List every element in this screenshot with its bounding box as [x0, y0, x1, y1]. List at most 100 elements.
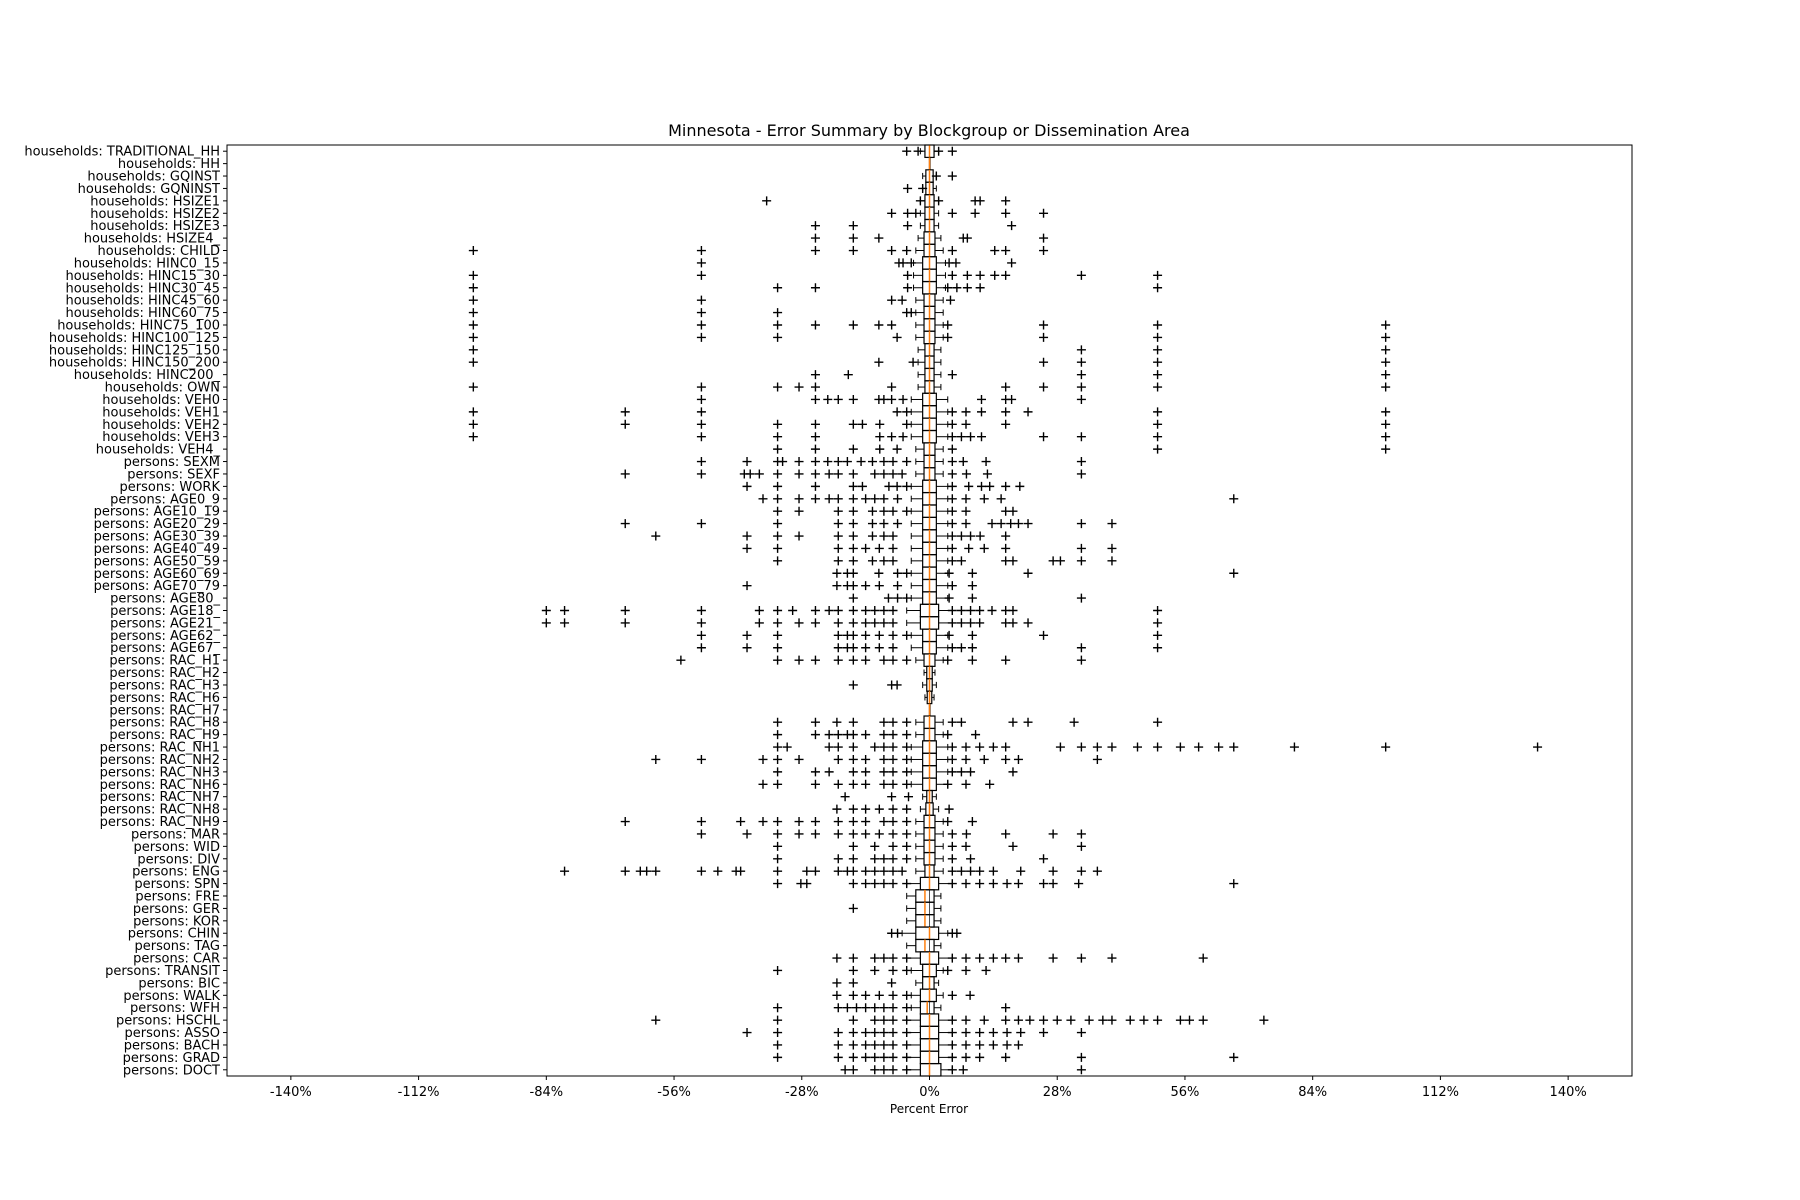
- flier-marker: [541, 606, 551, 615]
- flier-marker: [981, 965, 991, 975]
- flier-marker: [1001, 531, 1011, 541]
- box-row: persons: MAR: [131, 827, 1086, 842]
- flier-marker: [824, 767, 834, 777]
- flier-marker: [1001, 1003, 1011, 1013]
- flier-marker: [824, 730, 834, 740]
- flier-marker: [1533, 742, 1543, 752]
- flier-marker: [902, 655, 912, 665]
- box-row: households: OWN: [105, 380, 1391, 396]
- flier-marker: [848, 804, 858, 814]
- flier-marker: [773, 432, 783, 442]
- flier-marker: [947, 246, 957, 256]
- box-row: persons: RAC_NH6: [100, 777, 995, 793]
- flier-marker: [947, 754, 957, 764]
- flier-marker: [1008, 556, 1018, 566]
- y-tick-label: persons: AGE18_: [110, 604, 220, 619]
- x-tick-label: -84%: [530, 1085, 564, 1100]
- y-tick-label: persons: TAG: [134, 939, 220, 954]
- flier-marker: [848, 581, 858, 591]
- y-tick-label: households: HINC200_: [74, 368, 221, 383]
- flier-marker: [848, 1065, 858, 1075]
- flier-marker: [848, 593, 858, 603]
- box-row: persons: RAC_H9: [109, 727, 981, 743]
- flier-marker: [967, 568, 977, 578]
- flier-marker: [902, 717, 912, 727]
- flier-marker: [947, 556, 957, 566]
- flier-marker: [620, 606, 630, 615]
- flier-marker: [1153, 717, 1163, 727]
- flier-marker: [696, 618, 706, 628]
- flier-marker: [988, 1040, 998, 1050]
- flier-marker: [1153, 407, 1163, 417]
- flier-marker: [952, 283, 962, 293]
- flier-marker: [1076, 432, 1086, 442]
- flier-marker: [975, 618, 985, 628]
- flier-marker: [736, 866, 746, 876]
- y-tick-label: persons: ENG: [132, 865, 220, 880]
- flier-marker: [842, 457, 852, 467]
- flier-marker: [810, 606, 820, 615]
- flier-marker: [879, 754, 889, 764]
- flier-marker: [874, 568, 884, 578]
- y-tick-label: persons: RAC_H8: [109, 716, 220, 731]
- box-row: persons: RAC_H3: [109, 678, 937, 693]
- y-tick-label: persons: AGE40_49: [94, 542, 220, 557]
- flier-marker: [848, 829, 858, 839]
- flier-marker: [947, 879, 957, 889]
- flier-marker: [874, 357, 884, 367]
- flier-marker: [1008, 506, 1018, 516]
- flier-marker: [1001, 382, 1011, 392]
- flier-marker: [832, 568, 842, 578]
- flier-marker: [977, 432, 987, 442]
- flier-marker: [874, 543, 884, 553]
- flier-marker: [696, 407, 706, 417]
- flier-marker: [947, 457, 957, 467]
- flier-marker: [943, 655, 953, 665]
- flier-marker: [961, 965, 971, 975]
- flier-marker: [888, 630, 898, 640]
- box-row: persons: DIV: [137, 851, 1049, 867]
- flier-marker: [961, 742, 971, 752]
- flier-marker: [833, 754, 843, 764]
- flier-marker: [870, 469, 880, 479]
- flier-marker: [903, 183, 913, 193]
- box-row: persons: AGE10_19: [94, 504, 1018, 520]
- flier-marker: [961, 829, 971, 839]
- flier-marker: [947, 606, 957, 615]
- flier-marker: [1153, 270, 1163, 280]
- flier-marker: [833, 630, 843, 640]
- flier-marker: [956, 643, 966, 653]
- flier-marker: [947, 171, 957, 181]
- flier-marker: [888, 754, 898, 764]
- flier-marker: [1001, 1052, 1011, 1062]
- box-row: persons: BIC: [138, 976, 940, 991]
- flier-marker: [975, 1052, 985, 1062]
- flier-marker: [874, 320, 884, 330]
- flier-marker: [975, 1028, 985, 1038]
- flier-marker: [996, 519, 1006, 529]
- flier-marker: [879, 1015, 889, 1025]
- flier-marker: [902, 1028, 912, 1038]
- flier-marker: [773, 543, 783, 553]
- flier-marker: [833, 829, 843, 839]
- flier-marker: [967, 643, 977, 653]
- flier-marker: [887, 295, 897, 305]
- flier-marker: [887, 432, 897, 442]
- flier-marker: [897, 469, 907, 479]
- flier-marker: [468, 432, 478, 442]
- box-row: persons: RAC_NH8: [100, 802, 954, 818]
- flier-marker: [1039, 320, 1049, 330]
- flier-marker: [1013, 879, 1023, 889]
- flier-marker: [848, 469, 858, 479]
- flier-marker: [773, 618, 783, 628]
- flier-marker: [887, 246, 897, 256]
- flier-marker: [833, 606, 843, 615]
- flier-marker: [870, 1065, 880, 1075]
- box-row: persons: CAR: [133, 951, 1208, 967]
- flier-marker: [824, 494, 834, 504]
- y-tick-label: persons: RAC_NH3: [100, 765, 220, 780]
- flier-marker: [902, 742, 912, 752]
- y-tick-label: households: HINC45_60: [65, 294, 220, 309]
- y-tick-label: persons: WALK: [123, 989, 220, 1004]
- y-tick-label: persons: RAC_NH1: [100, 741, 220, 756]
